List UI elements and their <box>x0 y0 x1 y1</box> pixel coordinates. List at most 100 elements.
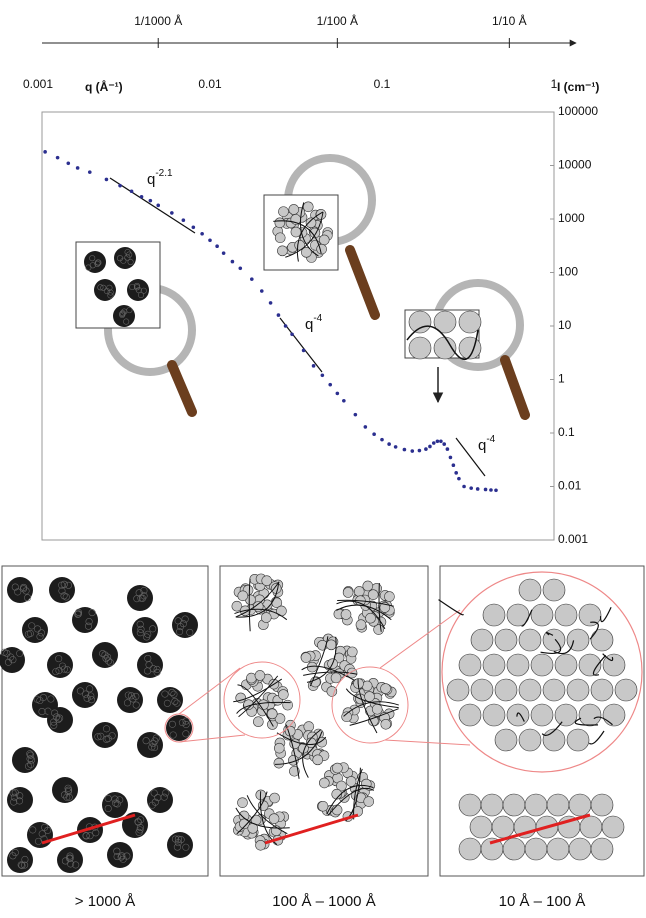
cluster-texture <box>136 629 144 637</box>
particle <box>237 590 249 602</box>
data-point <box>393 445 398 449</box>
cluster-texture <box>86 832 94 840</box>
cluster-texture <box>137 291 145 299</box>
chain <box>236 791 268 835</box>
cluster-texture <box>174 835 182 843</box>
chain <box>516 712 525 722</box>
cluster-texture <box>21 861 29 869</box>
data-point <box>311 364 316 368</box>
cluster-texture <box>102 654 110 663</box>
particle <box>274 713 286 724</box>
panel <box>219 565 429 877</box>
cluster-texture <box>123 318 130 325</box>
particle <box>332 762 343 774</box>
particle <box>336 780 347 792</box>
data-point <box>181 218 186 222</box>
data-point <box>410 449 415 453</box>
particle <box>318 234 330 246</box>
y-tick-label: 100000 <box>558 104 598 118</box>
particle <box>524 793 548 817</box>
chain <box>336 604 392 621</box>
top-tick-label: 1/100 Å <box>317 13 358 28</box>
particle <box>277 245 288 257</box>
cluster-texture <box>87 692 95 700</box>
scale-bar <box>489 813 591 845</box>
y-tick-label: 1000 <box>558 211 585 225</box>
chain <box>593 716 613 726</box>
data-point <box>442 442 447 446</box>
particle <box>433 310 457 334</box>
particle <box>380 683 391 694</box>
cluster-texture <box>19 585 28 593</box>
cluster-texture <box>106 659 114 667</box>
particle <box>408 336 432 360</box>
data-point <box>342 398 346 403</box>
cluster-texture <box>9 656 17 664</box>
cluster-texture <box>153 668 161 676</box>
cluster-texture <box>84 622 93 630</box>
particle <box>364 691 375 702</box>
cluster-texture <box>162 789 170 797</box>
particle <box>273 742 285 754</box>
cluster-texture <box>137 625 145 633</box>
chain <box>246 795 288 835</box>
annotation-base: q <box>147 171 155 188</box>
particle <box>235 692 246 704</box>
particle <box>458 310 482 334</box>
particle <box>518 728 542 752</box>
particle <box>506 653 530 677</box>
cluster-texture <box>123 852 131 860</box>
cluster-texture <box>144 654 152 662</box>
data-point <box>435 439 440 444</box>
cluster-texture <box>62 593 70 601</box>
particle <box>282 699 293 711</box>
cluster-texture <box>26 755 34 763</box>
cluster-texture <box>64 788 72 796</box>
particle <box>458 653 482 677</box>
particle <box>278 206 289 217</box>
particle <box>578 653 602 677</box>
cluster-texture <box>142 737 150 745</box>
chain <box>592 654 607 676</box>
cluster-texture <box>161 690 169 698</box>
slope-annotation: q-4 <box>478 434 496 454</box>
data-point <box>283 324 288 328</box>
cluster-texture <box>101 651 109 659</box>
cluster-texture <box>60 592 68 600</box>
particle <box>300 652 312 663</box>
dark-cluster <box>92 722 118 748</box>
top-tick-label: 1/10 Å <box>492 13 527 28</box>
particle <box>518 628 542 652</box>
chain <box>303 671 358 676</box>
particle <box>579 815 603 839</box>
lens-handle <box>345 245 380 320</box>
particle <box>365 612 376 624</box>
data-point <box>156 203 161 208</box>
particle <box>554 653 578 677</box>
dark-cluster <box>49 577 75 603</box>
cluster-texture <box>47 695 55 703</box>
cluster-texture <box>86 685 94 693</box>
cluster-texture <box>16 792 24 800</box>
particle <box>502 837 526 861</box>
particle <box>494 628 518 652</box>
cluster-texture <box>89 262 96 269</box>
particle <box>371 703 383 715</box>
cluster-texture <box>169 731 177 739</box>
particle <box>289 738 301 750</box>
panel <box>439 565 645 877</box>
particle <box>568 793 592 817</box>
cluster-texture <box>54 715 63 723</box>
scale-bar <box>264 813 359 845</box>
particle <box>518 578 542 602</box>
data-point <box>129 189 134 194</box>
data-point <box>221 251 226 255</box>
chain <box>235 581 280 618</box>
cluster-texture <box>29 826 37 834</box>
data-point <box>208 238 212 243</box>
chain <box>299 202 319 257</box>
data-point <box>118 183 122 188</box>
cluster-texture <box>64 784 72 792</box>
cluster-texture <box>178 719 186 727</box>
data-point <box>55 155 60 160</box>
